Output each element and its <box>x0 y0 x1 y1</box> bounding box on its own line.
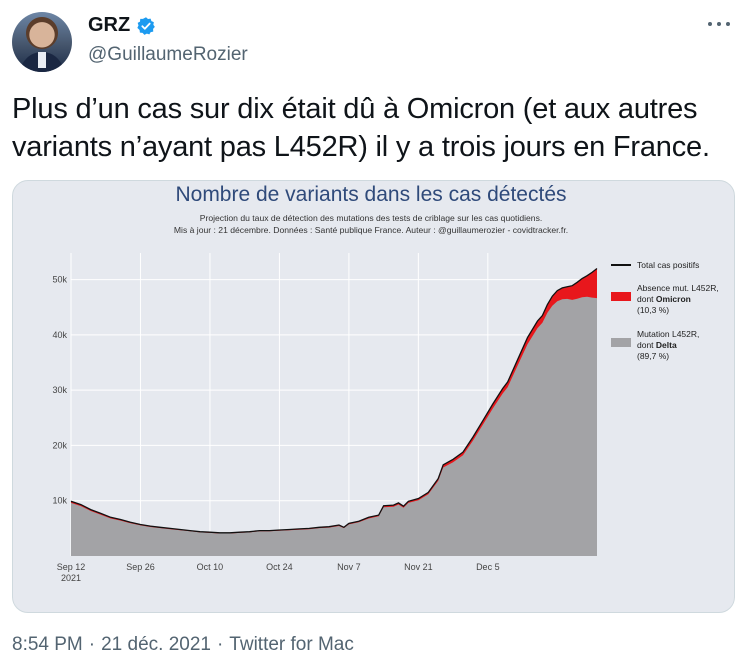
x-tick-label: Sep 12 <box>57 562 86 572</box>
legend-delta-share: (89,7 %) <box>637 351 669 361</box>
tweet-source[interactable]: Twitter for Mac <box>229 634 354 655</box>
x-tick-label: Oct 24 <box>266 562 293 572</box>
chart-ticks: 10k 20k 30k 40k 50k Sep 12 Sep 26 Oct 10 Oct 24 N… <box>52 275 499 583</box>
delta-area <box>71 296 597 556</box>
x-tick-label: Sep 26 <box>126 562 155 572</box>
legend-omicron-swatch <box>611 292 631 301</box>
x-tick-label: Nov 7 <box>337 562 361 572</box>
chart-subtitle-2: Mis à jour : 21 décembre. Données : Sant… <box>174 225 568 235</box>
author-handle[interactable]: @GuillaumeRozier <box>88 44 248 65</box>
total-cases-line <box>70 267 598 534</box>
meta-separator: · <box>216 634 224 655</box>
legend-delta-line1: Mutation L452R, <box>637 329 699 339</box>
x-tick-label: Nov 21 <box>404 562 433 572</box>
tweet-date[interactable]: 21 déc. 2021 <box>101 634 211 655</box>
chart-title: Nombre de variants dans les cas détectés <box>175 183 566 206</box>
tweet-text: Plus d’un cas sur dix était dû à Omicron… <box>12 93 710 163</box>
tweet-time[interactable]: 8:54 PM <box>12 634 83 655</box>
meta-separator: · <box>88 634 96 655</box>
more-options-icon[interactable] <box>708 18 730 30</box>
author-avatar[interactable] <box>12 12 72 72</box>
tweet-media-chart[interactable]: Nombre de variants dans les cas détectés… <box>12 180 735 613</box>
y-tick-label: 20k <box>52 440 67 450</box>
avatar-shirt <box>38 52 46 68</box>
legend-total-label: Total cas positifs <box>637 260 699 270</box>
svg-text:Mutation L452R, dont D: Mutation L452R, dont Delta (89,7 %) <box>637 329 702 361</box>
svg-text:Absence mut. L452R, do: Absence mut. L452R, dont Omicron (10,3 %… <box>637 283 721 315</box>
chart-subtitle-1: Projection du taux de détection des muta… <box>200 213 543 223</box>
y-tick-label: 30k <box>52 385 67 395</box>
legend-omicron-share: (10,3 %) <box>637 305 669 315</box>
chart-svg: Nombre de variants dans les cas détectés… <box>52 183 721 583</box>
verified-badge-icon <box>137 16 156 35</box>
legend-omicron-line1: Absence mut. L452R, <box>637 283 719 293</box>
author-name[interactable]: GRZ <box>88 14 131 36</box>
author-name-row: GRZ <box>88 14 156 37</box>
y-tick-label: 40k <box>52 330 67 340</box>
chart-areas <box>70 267 598 556</box>
tweet-meta: 8:54 PM · 21 déc. 2021 · Twitter for Mac <box>12 634 354 656</box>
chart-legend: Total cas positifs Absence mut. L452R, d… <box>611 260 721 361</box>
legend-delta-name: Delta <box>656 340 677 350</box>
legend-delta-dont: dont <box>637 340 656 350</box>
legend-delta-swatch <box>611 338 631 347</box>
y-tick-label: 50k <box>52 275 67 285</box>
legend-omicron-name: Omicron <box>656 294 691 304</box>
x-tick-label: Oct 10 <box>197 562 224 572</box>
x-year-label: 2021 <box>61 573 81 583</box>
x-tick-label: Dec 5 <box>476 562 500 572</box>
legend-omicron-dont: dont <box>637 294 656 304</box>
y-tick-label: 10k <box>52 496 67 506</box>
